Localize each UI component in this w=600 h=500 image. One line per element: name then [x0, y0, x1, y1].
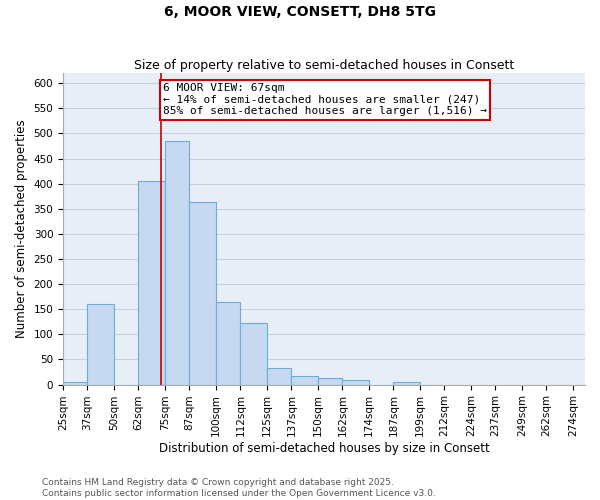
Bar	[241, 323, 267, 384]
Bar	[292, 376, 318, 384]
Bar	[216, 302, 241, 384]
Bar	[63, 382, 88, 384]
Bar	[139, 181, 165, 384]
Bar	[267, 368, 292, 384]
Y-axis label: Number of semi-detached properties: Number of semi-detached properties	[15, 120, 28, 338]
Bar	[165, 141, 190, 384]
Text: 6 MOOR VIEW: 67sqm
← 14% of semi-detached houses are smaller (247)
85% of semi-d: 6 MOOR VIEW: 67sqm ← 14% of semi-detache…	[163, 83, 487, 116]
Text: Contains HM Land Registry data © Crown copyright and database right 2025.
Contai: Contains HM Land Registry data © Crown c…	[42, 478, 436, 498]
Bar	[88, 304, 114, 384]
Text: 6, MOOR VIEW, CONSETT, DH8 5TG: 6, MOOR VIEW, CONSETT, DH8 5TG	[164, 5, 436, 19]
Bar	[190, 202, 216, 384]
X-axis label: Distribution of semi-detached houses by size in Consett: Distribution of semi-detached houses by …	[158, 442, 490, 455]
Bar	[318, 378, 343, 384]
Title: Size of property relative to semi-detached houses in Consett: Size of property relative to semi-detach…	[134, 59, 514, 72]
Bar	[394, 382, 420, 384]
Bar	[343, 380, 369, 384]
